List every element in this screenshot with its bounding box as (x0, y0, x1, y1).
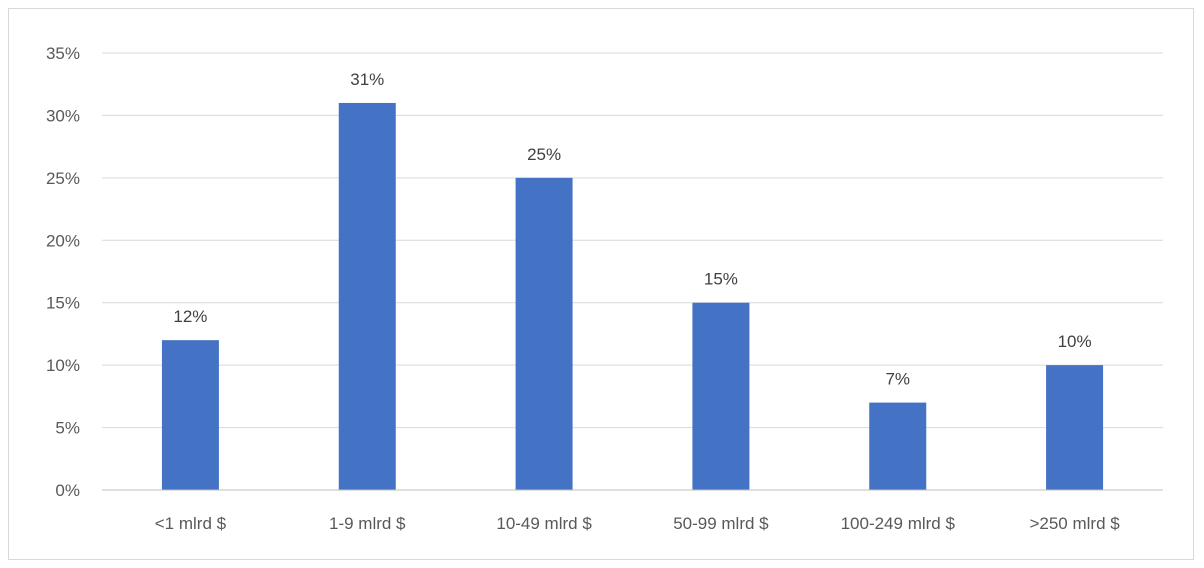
bar (515, 177, 573, 490)
data-label: 12% (173, 307, 207, 326)
y-tick-label: 25% (46, 169, 80, 188)
bar (161, 340, 219, 490)
y-tick-label: 0% (55, 481, 80, 500)
bar (338, 102, 396, 490)
y-tick-label: 35% (46, 44, 80, 63)
bar (1046, 365, 1104, 490)
x-tick-label: 100-249 mlrd $ (841, 514, 956, 533)
y-tick-label: 10% (46, 356, 80, 375)
x-tick-label: 10-49 mlrd $ (496, 514, 592, 533)
data-label: 7% (885, 370, 910, 389)
y-tick-label: 15% (46, 294, 80, 313)
x-tick-label: >250 mlrd $ (1029, 514, 1120, 533)
x-tick-label: 50-99 mlrd $ (673, 514, 769, 533)
bar (869, 402, 927, 490)
bar (692, 302, 750, 490)
data-label: 31% (350, 70, 384, 89)
data-label: 25% (527, 145, 561, 164)
x-tick-label: <1 mlrd $ (155, 514, 227, 533)
y-tick-label: 20% (46, 231, 80, 250)
x-tick-label: 1-9 mlrd $ (329, 514, 406, 533)
y-tick-label: 30% (46, 106, 80, 125)
data-label: 15% (704, 270, 738, 289)
y-tick-label: 5% (55, 419, 80, 438)
data-label: 10% (1058, 332, 1092, 351)
